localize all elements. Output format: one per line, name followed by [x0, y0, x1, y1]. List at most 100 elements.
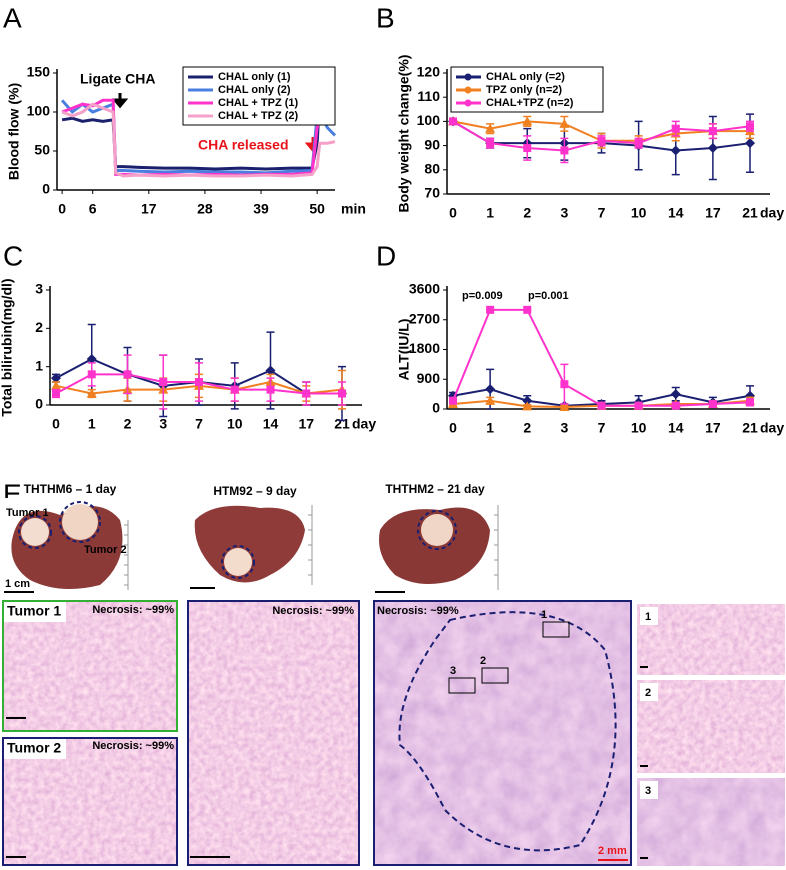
legend-label: CHAL only (2): [218, 84, 291, 96]
y-axis-label: Total bilirubin(mg/dl): [0, 278, 15, 416]
x-tick-label: 2: [523, 420, 531, 436]
annotation: p=0.001: [528, 290, 569, 302]
x-tick-label: 17: [141, 201, 157, 217]
x-tick-label: 3: [159, 416, 167, 432]
y-tick-label: 110: [417, 88, 440, 104]
marker: [523, 305, 532, 314]
marker: [670, 145, 681, 156]
x-tick-label: 7: [598, 205, 606, 221]
y-tick-label: 3600: [409, 281, 440, 297]
y-tick-label: 120: [417, 64, 441, 80]
marker: [86, 388, 97, 398]
x-tick-label: 0: [52, 416, 60, 432]
inset-label: 3: [645, 785, 651, 797]
annotation: p=0.009: [462, 290, 503, 302]
marker: [51, 380, 61, 390]
legend-label: CHAL + TPZ (1): [218, 97, 299, 109]
annotation: CHA released: [198, 137, 289, 153]
marker: [449, 396, 457, 405]
y-tick-label: 900: [417, 370, 441, 386]
x-tick-label: 10: [631, 205, 647, 221]
marker: [745, 138, 755, 149]
x-tick-label: 0: [449, 205, 457, 221]
y-tick-label: 80: [424, 161, 440, 177]
marker: [559, 402, 570, 412]
liver-photo: [187, 498, 320, 592]
marker: [485, 395, 496, 405]
y-tick-label: 70: [424, 185, 440, 201]
y-tick-label: 2: [35, 319, 43, 335]
necrosis-label: Necrosis: ~99%: [272, 605, 354, 617]
sample-title: HTM92 – 9 day: [213, 484, 297, 498]
marker: [123, 370, 132, 379]
x-tick-label: 1: [486, 420, 494, 436]
x-tick-label: 17: [705, 205, 721, 221]
x-tick-label: 1: [88, 416, 96, 432]
region-label: 3: [450, 665, 456, 677]
y-tick-label: 1800: [409, 340, 440, 356]
marker: [707, 143, 718, 154]
marker: [671, 401, 680, 410]
marker: [746, 122, 754, 131]
marker: [87, 370, 96, 379]
image-label: Tumor 2: [7, 740, 61, 756]
sample-title: THTHM2 – 21 day: [385, 482, 485, 496]
marker: [302, 389, 311, 398]
marker: [338, 389, 346, 398]
legend-marker: [464, 73, 472, 81]
marker: [266, 385, 275, 394]
marker: [597, 401, 606, 410]
marker: [485, 384, 496, 395]
region-label: 1: [541, 609, 547, 621]
x-tick-label: 7: [598, 420, 606, 436]
legend-label: CHAL+TPZ (n=2): [486, 97, 574, 109]
x-tick-label: 2: [124, 416, 132, 432]
marker: [708, 127, 717, 136]
marker: [708, 400, 717, 409]
histology-image: [2, 600, 785, 866]
marker: [560, 380, 569, 389]
marker: [597, 136, 606, 145]
panel-label: C: [3, 240, 23, 271]
y-tick-label: 0: [42, 181, 50, 197]
marker: [230, 385, 239, 394]
y-axis-label: ALT(IU/L): [396, 319, 412, 381]
x-tick-label: 1: [486, 205, 494, 221]
y-tick-label: 0: [35, 396, 43, 412]
x-axis-label: day: [760, 205, 784, 221]
x-tick-label: 6: [89, 201, 97, 217]
y-axis-label: Body weight change(%): [396, 55, 412, 213]
necrosis-label: Necrosis: ~99%: [377, 605, 459, 617]
y-tick-label: 0: [432, 400, 440, 416]
marker: [159, 378, 168, 386]
y-tick-label: 50: [34, 142, 50, 158]
legend-marker: [464, 86, 472, 94]
x-tick-label: 10: [631, 420, 647, 436]
photo-label: Tumor 2: [84, 544, 127, 556]
x-tick-label: 28: [197, 201, 213, 217]
necrosis-label: Necrosis: ~99%: [92, 604, 174, 616]
marker: [485, 123, 496, 133]
marker: [560, 146, 569, 155]
inset-label: 1: [645, 611, 651, 623]
marker: [486, 305, 495, 314]
marker: [671, 124, 680, 133]
x-tick-label: 17: [705, 420, 721, 436]
annotation: Ligate CHA: [80, 71, 155, 87]
x-tick-label: 17: [298, 416, 314, 432]
x-tick-label: 39: [253, 201, 269, 217]
series-line: [61, 102, 336, 178]
marker: [265, 365, 276, 376]
liver-photo: [2, 498, 140, 596]
y-tick-label: 2700: [409, 310, 440, 326]
x-tick-label: 0: [58, 201, 66, 217]
x-axis-label: min: [341, 201, 366, 217]
marker: [486, 139, 495, 148]
marker: [634, 401, 643, 410]
marker: [559, 118, 570, 128]
marker: [746, 398, 754, 407]
panel-label: D: [376, 240, 396, 271]
x-tick-label: 10: [227, 416, 243, 432]
x-tick-label: 21: [742, 205, 758, 221]
